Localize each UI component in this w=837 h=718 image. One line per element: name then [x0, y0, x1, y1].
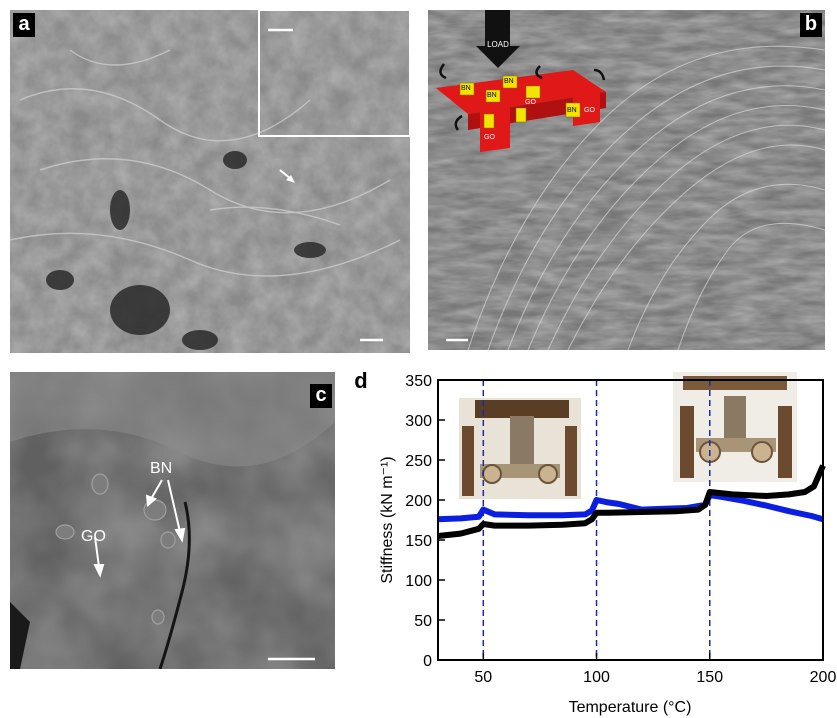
- go-annotation: GO: [81, 528, 106, 545]
- go-label-1: GO: [525, 99, 536, 106]
- panel-c-micrograph: [10, 372, 335, 669]
- panel-c-tag: c: [310, 384, 332, 408]
- y-tick-label-2: 100: [405, 573, 432, 590]
- panel-d: d: [350, 366, 837, 718]
- x-tick-label-3: 200: [810, 669, 837, 686]
- instrument-photo-left: [459, 398, 581, 499]
- y-tick-label-1: 50: [414, 613, 432, 630]
- panel-a-micrograph: [10, 10, 410, 353]
- instrument-photo-right: [673, 372, 797, 482]
- y-axis-label: Stiffness (kN m⁻¹): [379, 456, 396, 583]
- panel-b-micrograph: [428, 10, 825, 350]
- load-label: LOAD: [487, 40, 509, 49]
- panel-c: BN GO c: [10, 372, 335, 669]
- bn-label-3: BN: [504, 78, 514, 85]
- y-tick-label-7: 350: [405, 373, 432, 390]
- x-tick-label-2: 150: [696, 669, 723, 686]
- panel-b: LOAD BN BN BN GO BN GO GO b: [428, 10, 825, 350]
- go-label-2: GO: [584, 107, 595, 114]
- y-tick-label-3: 150: [405, 533, 432, 550]
- y-tick-label-4: 200: [405, 493, 432, 510]
- instrument-photos: [459, 372, 797, 499]
- y-tick-label-6: 300: [405, 413, 432, 430]
- series-line-0: [437, 492, 824, 523]
- bn-label-1: BN: [461, 85, 471, 92]
- series-line-1: [437, 464, 826, 539]
- plot-frame: [437, 379, 824, 661]
- panel-a: a: [10, 10, 410, 353]
- go-label-3: GO: [484, 134, 495, 141]
- y-tick-label-0: 0: [423, 653, 432, 670]
- x-tick-label-0: 50: [474, 669, 492, 686]
- y-tick-label-5: 250: [405, 453, 432, 470]
- x-tick-label-1: 100: [583, 669, 610, 686]
- panel-d-tag: d: [354, 368, 368, 393]
- panel-a-tag: a: [13, 13, 35, 37]
- stiffness-chart: 0 50 100 150 200 250 300 350 50 100 150 200 Temper…: [379, 372, 837, 716]
- bn-label-4: BN: [567, 107, 577, 114]
- panel-b-tag: b: [800, 13, 822, 37]
- bn-annotation: BN: [150, 460, 173, 477]
- bn-label-2: BN: [487, 92, 497, 99]
- x-axis-label: Temperature (°C): [569, 699, 692, 716]
